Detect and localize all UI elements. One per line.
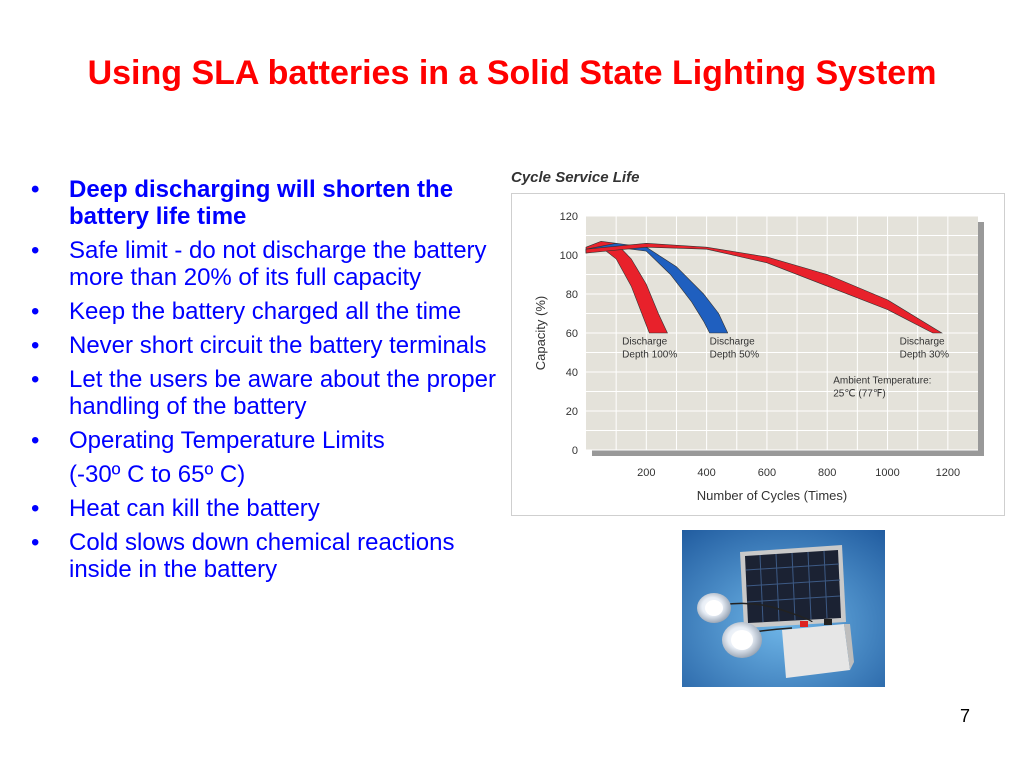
- solar-panel-lamps-battery-icon: [682, 530, 885, 687]
- annotation-4: Ambient Temperature:: [833, 376, 931, 387]
- bullet-item: (-30º C to 65º C): [28, 461, 498, 488]
- x-tick-label: 1000: [875, 467, 899, 479]
- cycle-life-chart: 0 20 40 60 80 100 120 200 400 600 800 1000 1200 Numbe…: [511, 193, 1005, 516]
- y-tick-label: 60: [566, 328, 578, 340]
- x-tick-label: 600: [758, 467, 776, 479]
- annotation-1: Depth 100%: [622, 350, 677, 361]
- bullet-text: Never short circuit the battery terminal…: [69, 332, 487, 359]
- bullet-marker: •: [31, 366, 40, 393]
- bullet-text: Safe limit - do not discharge the batter…: [69, 237, 487, 291]
- solar-lighting-kit-photo: [682, 530, 885, 687]
- chart-svg: 0 20 40 60 80 100 120 200 400 600 800 1000 1200 Numbe…: [533, 211, 984, 503]
- y-tick-label: 0: [572, 445, 578, 457]
- y-tick-label: 20: [566, 406, 578, 418]
- bullet-text: Let the users be aware about the proper …: [69, 366, 496, 420]
- bullet-item: • Cold slows down chemical reactions insi…: [28, 529, 498, 583]
- bullet-marker: •: [31, 237, 40, 264]
- annotation-2: Discharge: [710, 337, 755, 348]
- bullet-marker: •: [31, 298, 40, 325]
- bullet-item: • Safe limit - do not discharge the batte…: [28, 237, 498, 291]
- x-axis-label: Number of Cycles (Times): [697, 488, 847, 503]
- slide-title: Using SLA batteries in a Solid State Lig…: [87, 54, 937, 92]
- bullet-item: • Keep the battery charged all the time: [28, 298, 498, 325]
- bullet-marker: •: [31, 176, 40, 203]
- bullet-text: Operating Temperature Limits: [69, 427, 385, 454]
- x-tick-label: 400: [697, 467, 715, 479]
- y-tick-label: 120: [560, 211, 578, 223]
- bullet-marker: •: [31, 529, 40, 556]
- bullet-list: • Deep discharging will shorten the batte…: [28, 176, 498, 590]
- y-tick-label: 40: [566, 367, 578, 379]
- bullet-item: • Let the users be aware about the proper…: [28, 366, 498, 420]
- bullet-item: • Deep discharging will shorten the batte…: [28, 176, 498, 230]
- bullet-item: • Never short circuit the battery termina…: [28, 332, 498, 359]
- annotation-3: Discharge: [900, 337, 945, 348]
- x-tick-label: 800: [818, 467, 836, 479]
- bullet-marker: •: [31, 495, 40, 522]
- bullet-text: Heat can kill the battery: [69, 495, 320, 522]
- y-tick-label: 100: [560, 250, 578, 262]
- page-number: 7: [959, 706, 970, 726]
- annotation-1: Discharge: [622, 337, 667, 348]
- annotation-2: Depth 50%: [710, 350, 760, 361]
- y-tick-label: 80: [566, 289, 578, 301]
- bullet-text: Deep discharging will shorten the batter…: [69, 176, 454, 230]
- x-tick-label: 200: [637, 467, 655, 479]
- bullet-marker: •: [31, 427, 40, 454]
- bullet-item: • Operating Temperature Limits: [28, 427, 498, 454]
- annotation-4: 25℃ (77℉): [833, 389, 885, 400]
- bullet-text: (-30º C to 65º C): [69, 461, 246, 488]
- chart-title: Cycle Service Life: [511, 169, 640, 186]
- y-axis-label: Capacity (%): [533, 296, 548, 370]
- x-tick-label: 1200: [936, 467, 960, 479]
- series-band-3: [585, 242, 943, 334]
- bullet-marker: •: [31, 332, 40, 359]
- bullet-text: Cold slows down chemical reactions insid…: [69, 529, 455, 583]
- bullet-item: • Heat can kill the battery: [28, 495, 498, 522]
- bullet-text: Keep the battery charged all the time: [69, 298, 462, 325]
- annotation-3: Depth 30%: [900, 350, 950, 361]
